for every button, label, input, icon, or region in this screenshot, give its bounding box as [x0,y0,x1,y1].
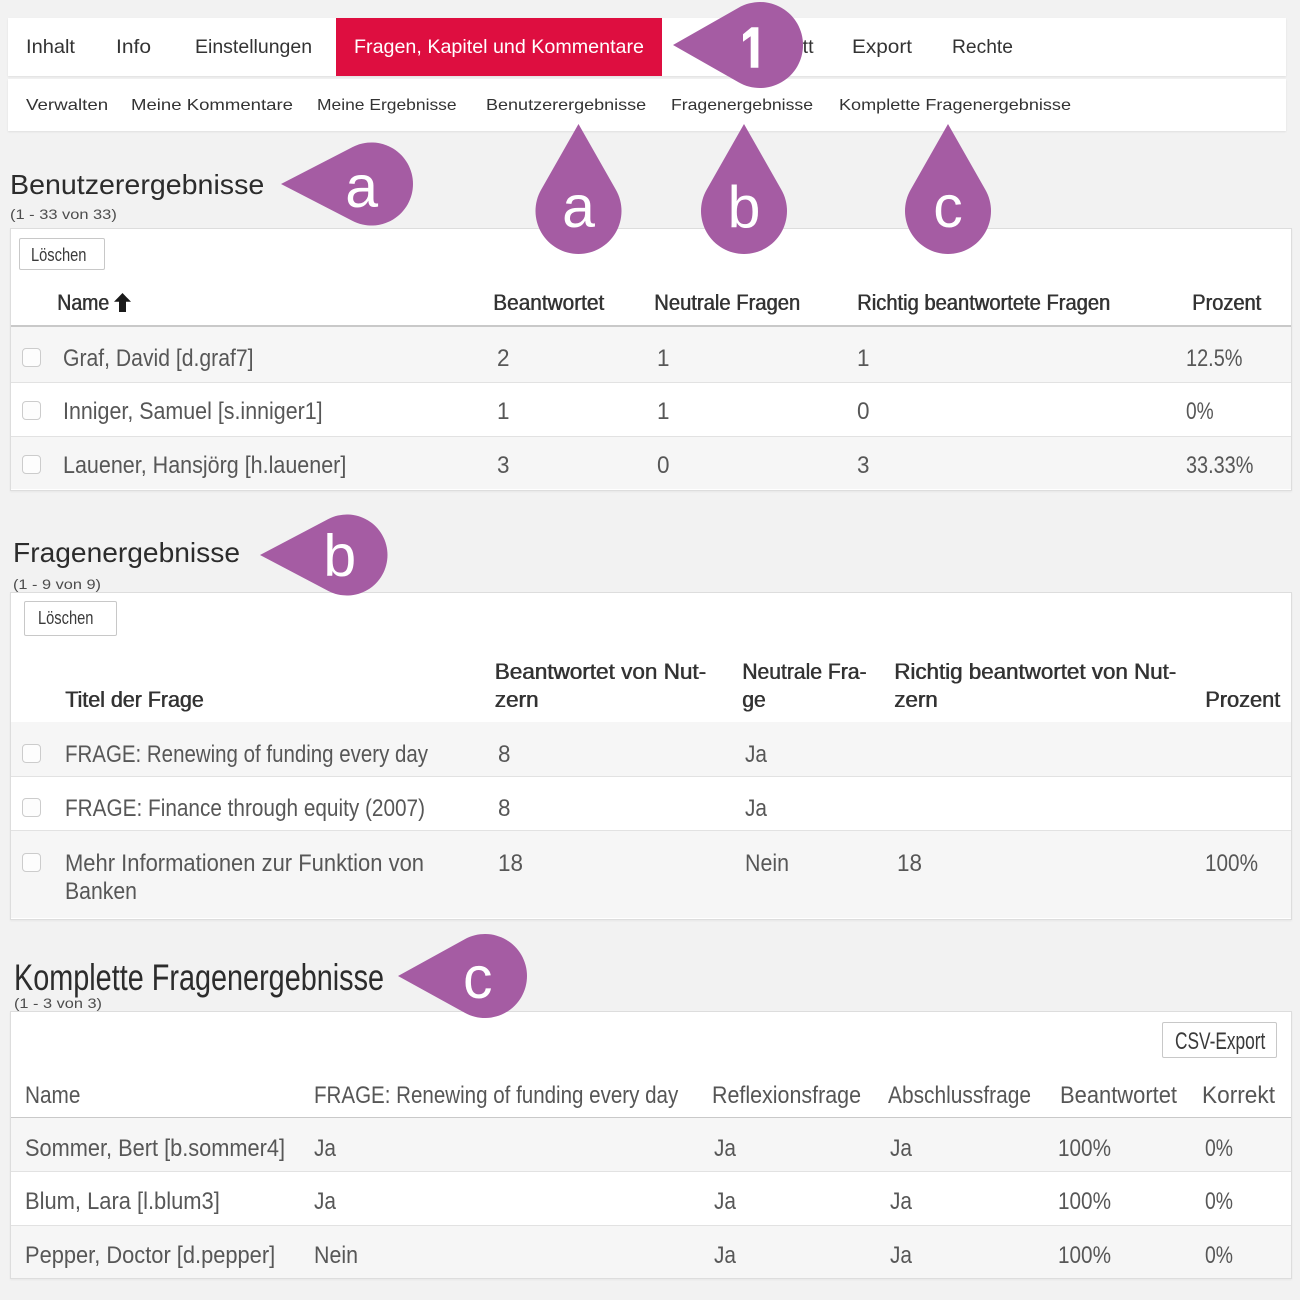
svg-text:c: c [463,945,493,1011]
svg-text:b: b [323,523,356,589]
svg-text:b: b [728,175,761,241]
svg-text:a: a [562,174,595,240]
svg-text:a: a [345,154,378,220]
svg-text:c: c [933,174,963,240]
